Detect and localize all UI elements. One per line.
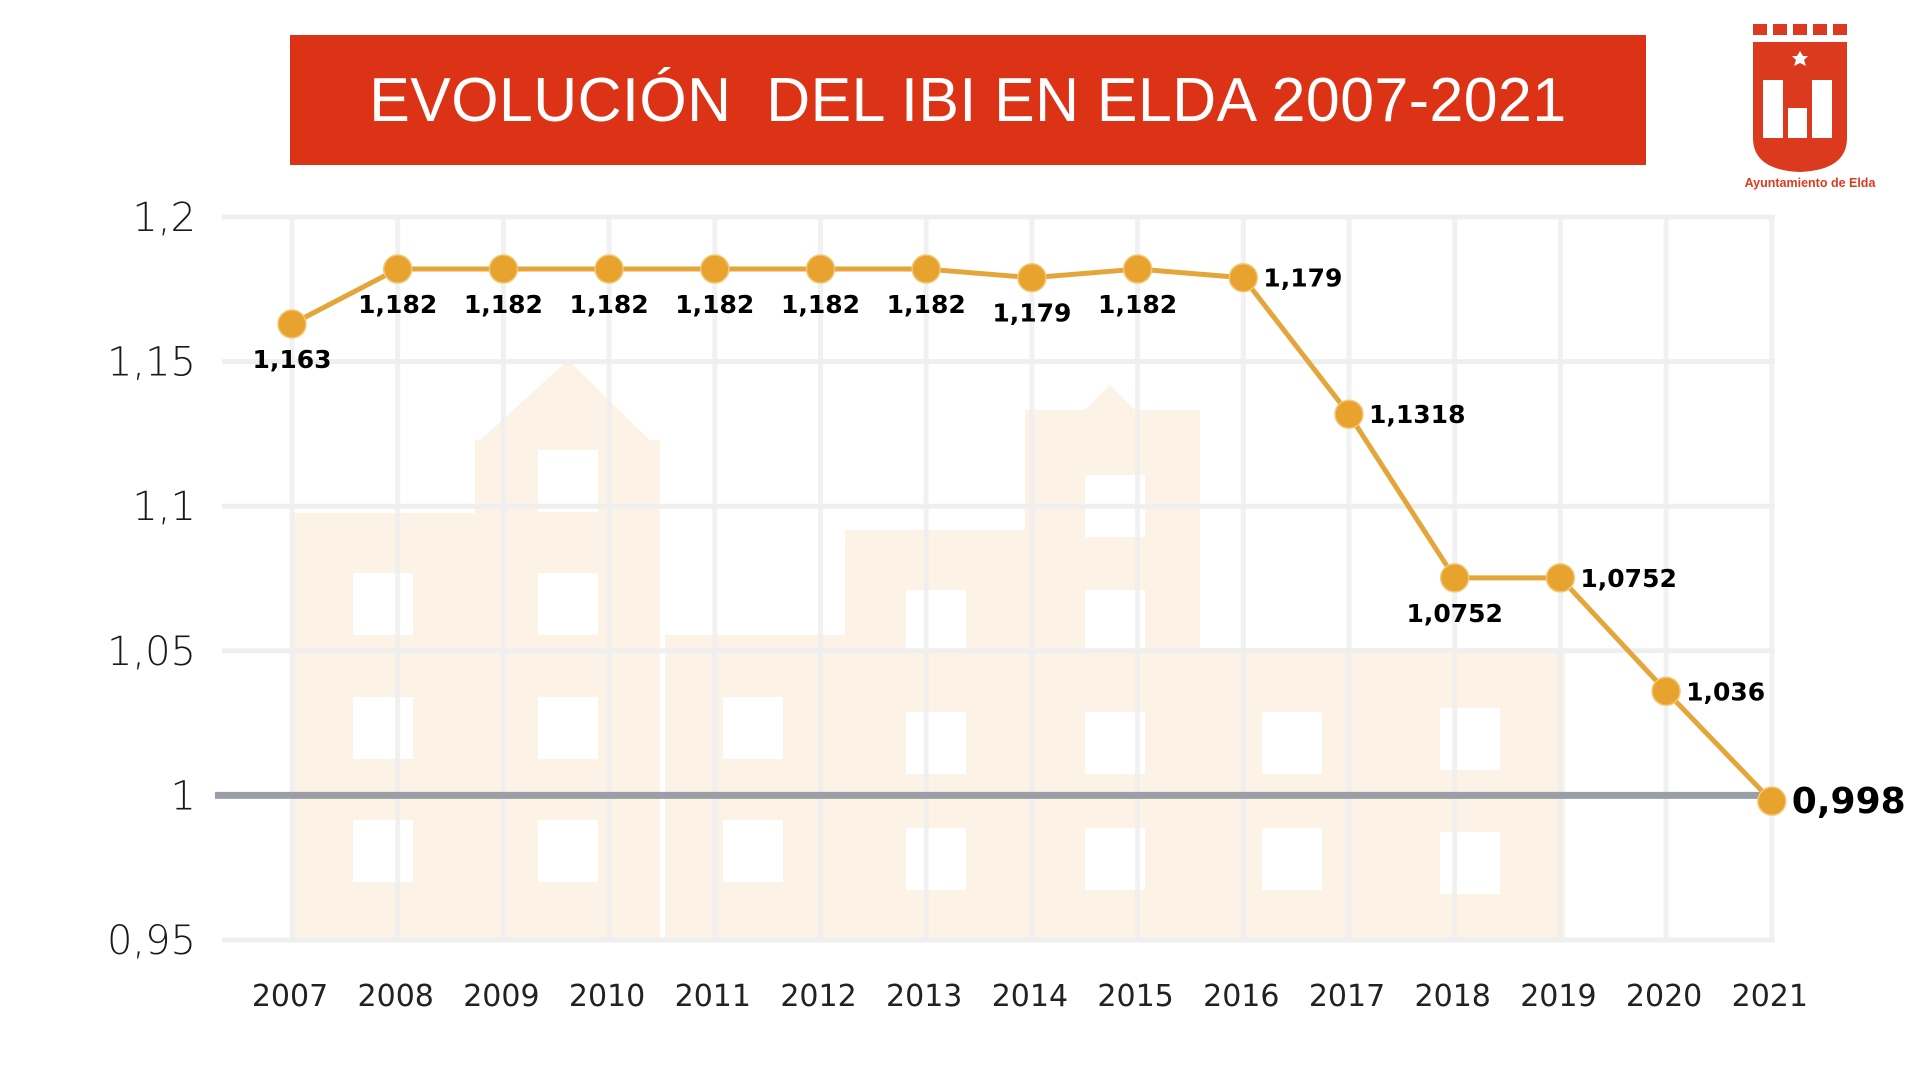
data-label: 1,163 — [252, 345, 331, 374]
watermark-window — [1262, 712, 1322, 774]
y-tick-label: 1,15 — [107, 340, 196, 386]
data-point — [1545, 563, 1576, 593]
y-tick-label: 1,1 — [132, 484, 196, 530]
x-tick-label: 2019 — [1520, 979, 1596, 1014]
x-tick-label: 2017 — [1309, 979, 1385, 1014]
x-tick-label: 2009 — [463, 979, 539, 1014]
data-label: 1,036 — [1686, 677, 1765, 706]
watermark-window — [538, 573, 598, 635]
data-labels: 1,163 1,182 1,182 1,182 1,182 1,182 1,182 1,179… — [252, 264, 1905, 822]
x-tick-label: 2018 — [1415, 979, 1491, 1014]
data-point — [594, 254, 624, 284]
data-point — [1228, 262, 1259, 293]
watermark-window — [1262, 828, 1322, 890]
chart-title: EVOLUCIÓN DEL IBI EN ELDA 2007-2021 — [369, 65, 1567, 135]
watermark-window — [1440, 708, 1500, 770]
watermark-window — [1440, 832, 1500, 894]
y-tick-label: 1,05 — [107, 629, 196, 675]
x-tick-label: 2015 — [1097, 979, 1173, 1014]
x-tick-label: 2008 — [358, 979, 434, 1014]
data-label: 1,182 — [887, 290, 966, 319]
data-label: 1,1318 — [1369, 400, 1465, 429]
watermark-window — [1630, 832, 1690, 894]
data-point — [700, 254, 730, 284]
watermark-window — [1085, 828, 1145, 890]
data-point — [488, 254, 519, 284]
data-point — [1334, 399, 1364, 429]
data-point — [1757, 786, 1787, 816]
x-tick-label: 2013 — [886, 979, 962, 1014]
data-label: 1,182 — [781, 290, 860, 319]
data-label: 1,182 — [464, 290, 543, 319]
data-point — [1439, 563, 1470, 593]
data-point — [1122, 254, 1153, 284]
watermark-window — [353, 697, 413, 759]
watermark-window — [906, 828, 966, 890]
x-tick-label: 2007 — [252, 979, 328, 1014]
x-tick-label: 2021 — [1732, 979, 1808, 1014]
watermark-block — [665, 635, 845, 940]
logo-caption: Ayuntamiento de Elda — [1744, 176, 1876, 190]
data-label: 1,182 — [675, 290, 754, 319]
data-point — [382, 254, 413, 284]
x-tick-label: 2014 — [992, 979, 1068, 1014]
data-point — [805, 254, 836, 284]
watermark-window — [906, 712, 966, 774]
data-label: 1,0752 — [1580, 564, 1676, 593]
data-label: 1,0752 — [1406, 599, 1502, 628]
watermark-window — [538, 450, 598, 512]
y-axis: 1,2 1,15 1,1 1,05 1 0,95 — [107, 195, 196, 964]
watermark-window — [353, 573, 413, 635]
data-point — [911, 254, 941, 284]
coat-of-arms-icon — [1753, 24, 1847, 172]
y-tick-label: 1 — [171, 773, 196, 819]
watermark-window — [538, 697, 598, 759]
watermark-window — [723, 697, 783, 759]
title-banner: EVOLUCIÓN DEL IBI EN ELDA 2007-2021 — [290, 35, 1646, 165]
series-ibi — [277, 254, 1787, 816]
watermark-window — [906, 590, 966, 652]
watermark-window — [538, 820, 598, 882]
y-tick-label: 0,95 — [107, 918, 196, 964]
grid — [222, 214, 1775, 943]
x-tick-label: 2012 — [780, 979, 856, 1014]
x-tick-label: 2011 — [675, 979, 751, 1014]
data-label: 1,179 — [992, 299, 1071, 328]
watermark-window — [353, 820, 413, 882]
data-label: 1,179 — [1263, 264, 1342, 293]
data-point — [1651, 676, 1681, 707]
watermark-window — [1085, 590, 1145, 652]
x-tick-label: 2016 — [1203, 979, 1279, 1014]
data-label: 1,182 — [358, 290, 437, 319]
data-point — [277, 309, 307, 339]
data-point — [1017, 262, 1047, 293]
data-label: 1,182 — [570, 290, 649, 319]
data-label: 1,182 — [1098, 290, 1177, 319]
y-tick-label: 1,2 — [132, 195, 196, 241]
watermark-window — [1085, 712, 1145, 774]
x-tick-label: 2010 — [569, 979, 645, 1014]
x-axis: 2007 2008 2009 2010 2011 2012 2013 2014 2015 2016… — [252, 979, 1808, 1014]
data-label: 0,998 — [1792, 781, 1906, 822]
watermark-window — [723, 820, 783, 882]
x-tick-label: 2020 — [1626, 979, 1702, 1014]
